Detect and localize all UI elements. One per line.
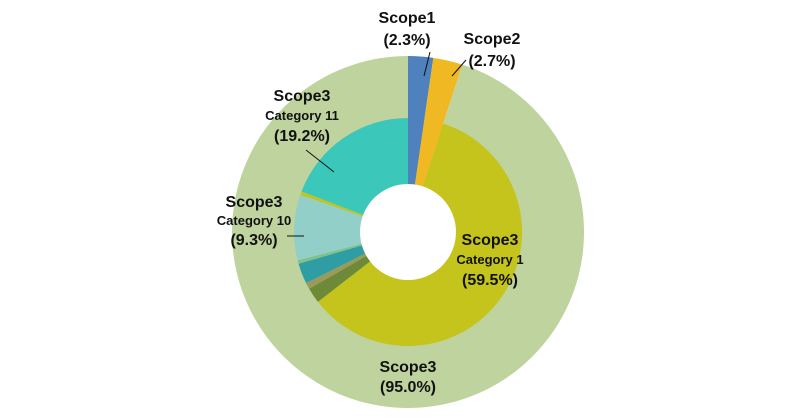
label-cat1: Scope3 Category 1 (59.5%) [456, 232, 523, 289]
inner-slice-scope3-category-10-7 [293, 194, 408, 261]
label-scope1-title: Scope1 [379, 10, 436, 27]
label-scope1: Scope1 (2.3%) [379, 10, 436, 49]
label-scope3-total: Scope3 (95.0%) [380, 359, 437, 396]
donut-hole [360, 184, 456, 280]
label-cat10: Scope3 Category 10 (9.3%) [217, 194, 291, 249]
label-cat11-sub: Category 11 [265, 108, 339, 123]
label-cat11-pct: (19.2%) [274, 128, 330, 145]
label-scope2: Scope2 (2.7%) [464, 31, 521, 70]
label-cat11-title: Scope3 [274, 88, 331, 105]
label-scope1-pct: (2.3%) [383, 32, 430, 49]
leader-scope2 [451, 59, 467, 77]
label-scope3-total-title: Scope3 [380, 359, 437, 376]
label-cat1-sub: Category 1 [456, 252, 523, 267]
label-cat1-pct: (59.5%) [462, 272, 518, 289]
label-cat10-sub: Category 10 [217, 213, 291, 228]
label-scope2-pct: (2.7%) [468, 53, 515, 70]
leader-cat11 [305, 149, 335, 173]
label-scope3-total-pct: (95.0%) [380, 379, 436, 396]
label-scope2-title: Scope2 [464, 31, 521, 48]
label-cat1-title: Scope3 [462, 232, 519, 249]
label-cat11: Scope3 Category 11 (19.2%) [265, 88, 339, 145]
label-cat10-title: Scope3 [226, 194, 283, 211]
leader-scope1 [423, 51, 431, 77]
label-cat10-pct: (9.3%) [230, 232, 277, 249]
